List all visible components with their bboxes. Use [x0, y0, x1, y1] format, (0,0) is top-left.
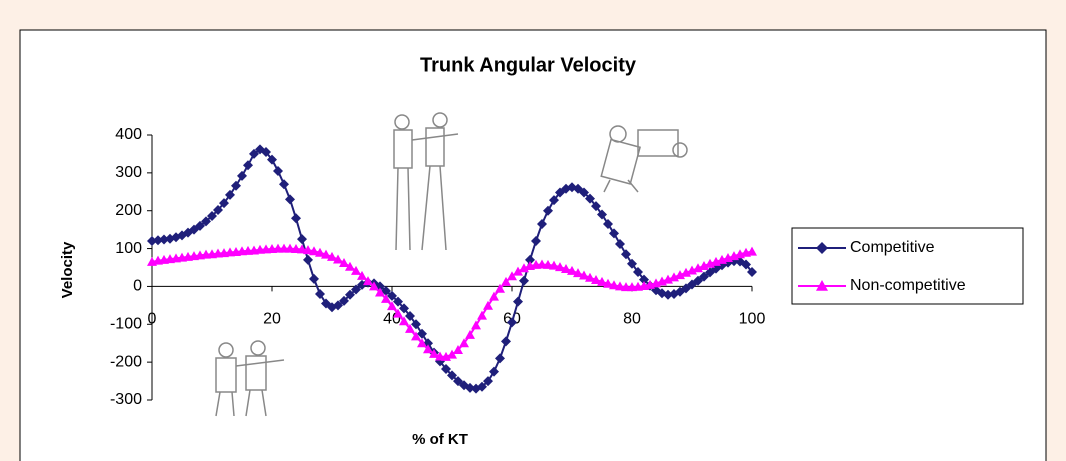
x-tick-label: 20 [263, 311, 281, 328]
y-tick-label: 200 [115, 202, 142, 219]
y-tick-label: 300 [115, 164, 142, 181]
chart-title: Trunk Angular Velocity [420, 54, 637, 76]
y-tick-label: -300 [110, 391, 142, 408]
legend-label: Non-competitive [850, 277, 966, 294]
x-axis-label: % of KT [412, 431, 468, 448]
legend-label: Competitive [850, 239, 935, 256]
y-tick-label: 0 [133, 278, 142, 295]
x-tick-label: 0 [148, 311, 157, 328]
chart: Trunk Angular Velocity Velocity % of KT … [0, 0, 1066, 461]
y-tick-label: -100 [110, 316, 142, 333]
y-axis-label: Velocity [59, 241, 76, 298]
y-tick-label: 100 [115, 240, 142, 257]
x-tick-label: 80 [623, 311, 641, 328]
y-tick-label: 400 [115, 126, 142, 143]
page: {"chart_data": {"type": "line", "title":… [0, 0, 1066, 461]
x-tick-label: 100 [739, 311, 766, 328]
y-tick-label: -200 [110, 353, 142, 370]
